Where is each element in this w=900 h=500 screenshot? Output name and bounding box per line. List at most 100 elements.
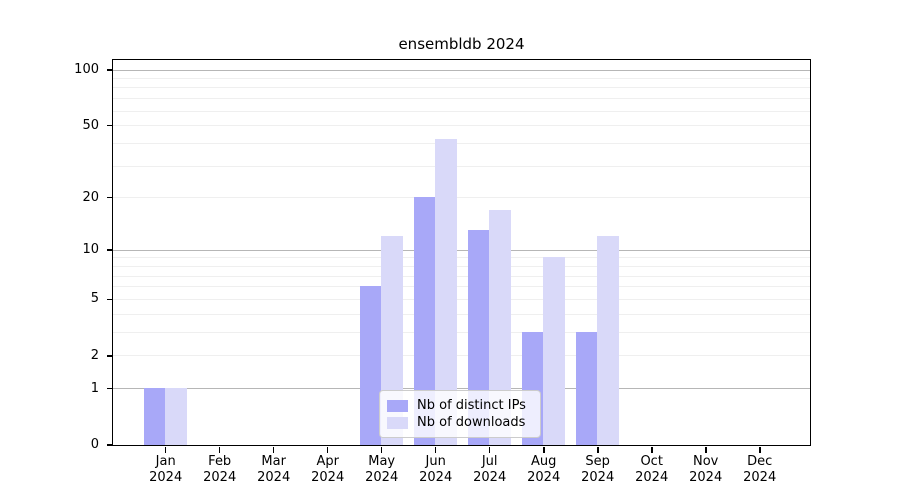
x-label-month-apr: Apr [316,454,339,469]
legend-label-downloads: Nb of downloads [417,415,526,430]
bar-ips-sep [575,331,598,445]
x-label-year-jun: 2024 [419,470,453,485]
chart-title: ensembldb 2024 [398,35,525,53]
bar-ips-jan [143,388,166,445]
x-tick-label-jun: Jun 2024 [406,454,466,486]
bar-ips-may [359,286,382,445]
gridline-100 [112,69,810,71]
x-tick-label-aug: Aug 2024 [514,454,574,486]
legend-row-ips: Nb of distinct IPs [387,397,526,414]
x-tick-jul [488,446,491,453]
gridline-minor-4 [112,313,810,315]
gridline-minor-50 [112,125,810,126]
x-tick-sep [597,446,599,453]
x-label-month-oct: Oct [640,454,663,469]
bar-ips-jun [413,197,436,445]
y-tick-label-2: 2 [90,347,99,363]
x-label-year-feb: 2024 [203,470,237,485]
x-tick-may [380,446,383,453]
x-tick-mar [272,446,275,453]
bar-downloads-jun [435,138,457,445]
y-tick-label-50: 50 [82,117,99,133]
x-label-month-feb: Feb [208,454,232,469]
x-label-year-mar: 2024 [257,470,291,485]
legend-swatch-ips [387,399,408,412]
bar-downloads-jan [165,388,187,445]
x-label-year-dec: 2024 [743,470,777,485]
bar-downloads-jul [489,209,511,445]
x-tick-feb [218,446,221,453]
legend-row-downloads: Nb of downloads [387,414,526,431]
x-label-month-jan: Jan [155,454,176,469]
y-tick-0 [106,444,113,446]
x-label-year-aug: 2024 [527,470,561,485]
x-tick-label-mar: Mar 2024 [244,454,304,486]
y-tick-label-10: 10 [82,242,99,258]
x-tick-label-jul: Jul 2024 [460,454,520,486]
gridline-minor-3 [112,331,810,333]
x-label-year-oct: 2024 [635,470,669,485]
gridline-minor-60 [112,110,810,112]
x-tick-label-may: May 2024 [352,454,412,486]
gridline-1 [112,388,810,390]
gridline-minor-6 [112,286,810,288]
bar-downloads-aug [543,257,565,445]
x-tick-aug [543,446,545,453]
gridline-minor-20 [112,197,810,199]
x-tick-label-oct: Oct 2024 [622,454,682,486]
x-tick-label-feb: Feb 2024 [190,454,250,486]
gridline-minor-40 [112,142,810,144]
x-tick-nov [705,446,707,453]
y-tick-label-0: 0 [90,437,99,452]
bar-downloads-sep [597,236,619,445]
x-label-year-may: 2024 [365,470,399,485]
y-tick-label-20: 20 [82,189,99,205]
y-tick-2 [106,355,113,357]
x-tick-apr [326,446,329,453]
gridline-minor-90 [112,78,810,79]
gridline-minor-7 [112,275,810,277]
x-label-month-dec: Dec [747,454,773,469]
x-tick-jun [434,446,437,453]
x-label-month-jun: Jun [425,454,446,469]
gridline-minor-70 [112,98,810,100]
legend-swatch-downloads [387,416,408,429]
x-label-year-nov: 2024 [689,470,723,485]
x-label-month-mar: Mar [261,454,286,469]
plot-area [111,58,811,446]
x-tick-label-sep: Sep 2024 [568,454,628,486]
x-label-year-jan: 2024 [149,470,183,485]
y-tick-label-5: 5 [90,291,99,307]
x-label-month-sep: Sep [585,454,610,469]
x-label-month-aug: Aug [530,454,557,469]
x-label-year-jul: 2024 [473,470,507,485]
x-label-month-may: May [368,454,396,469]
x-label-year-apr: 2024 [311,470,345,485]
y-tick-10 [106,249,113,251]
y-tick-100 [106,69,113,71]
x-tick-oct [651,446,653,453]
gridline-minor-80 [112,87,810,89]
x-tick-label-jan: Jan 2024 [136,454,196,486]
x-tick-dec [759,446,761,453]
x-label-month-jul: Jul [481,454,498,469]
gridline-minor-9 [112,257,810,259]
y-tick-5 [106,298,113,301]
x-tick-label-nov: Nov 2024 [676,454,736,486]
gridline-minor-8 [112,266,810,267]
y-tick-50 [106,124,113,127]
y-tick-label-1: 1 [90,380,99,396]
x-tick-label-dec: Dec 2024 [730,454,790,486]
gridline-minor-30 [112,165,810,167]
x-label-month-nov: Nov [693,454,719,469]
legend: Nb of distinct IPs Nb of downloads [379,390,541,438]
y-tick-label-100: 100 [74,62,99,77]
gridline-10 [112,249,810,251]
y-tick-20 [106,196,113,199]
x-label-year-sep: 2024 [581,470,615,485]
gridline-minor-2 [112,355,810,357]
legend-label-ips: Nb of distinct IPs [417,398,526,413]
x-tick-jan [164,446,167,453]
y-tick-1 [106,387,113,390]
